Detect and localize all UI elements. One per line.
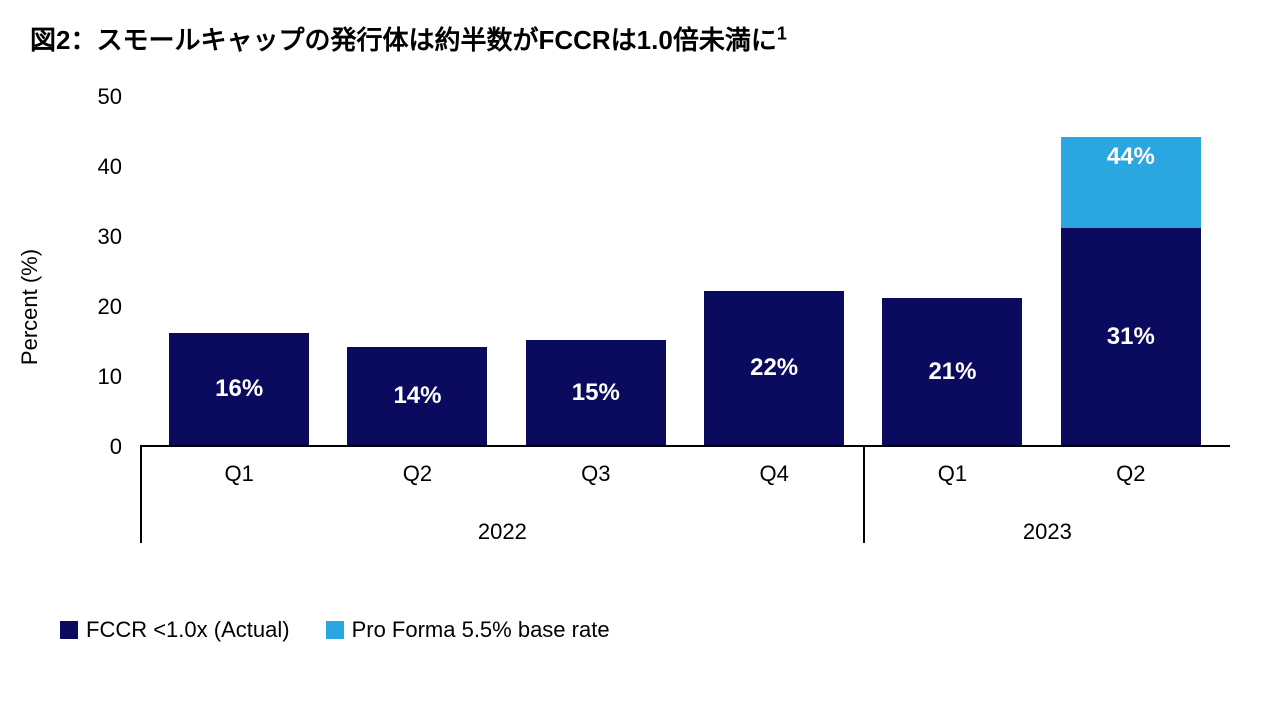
bar-total-label: 44% bbox=[1107, 143, 1155, 171]
legend-label: Pro Forma 5.5% base rate bbox=[352, 617, 610, 643]
y-tick: 0 bbox=[110, 434, 122, 460]
y-tick: 30 bbox=[98, 224, 122, 250]
y-tick: 50 bbox=[98, 84, 122, 110]
year-label: 2022 bbox=[478, 519, 527, 545]
title-superscript: 1 bbox=[777, 23, 787, 43]
bar-column: 31% 44% bbox=[1061, 137, 1201, 445]
title-text: 図2：スモールキャップの発行体は約半数がFCCRは1.0倍未満に bbox=[30, 25, 777, 55]
legend-swatch bbox=[326, 621, 344, 639]
x-axis-quarters: Q1 Q2 Q3 Q4 Q1 Q2 bbox=[140, 461, 1230, 487]
bar-value-label: 14% bbox=[393, 382, 441, 410]
y-tick: 20 bbox=[98, 294, 122, 320]
bar-column: 15% bbox=[526, 340, 666, 445]
y-tick: 40 bbox=[98, 154, 122, 180]
x-tick: Q1 bbox=[169, 461, 309, 487]
x-tick: Q2 bbox=[1061, 461, 1201, 487]
bar-value-label: 21% bbox=[928, 358, 976, 386]
bar-column: 16% bbox=[169, 333, 309, 445]
y-axis: 0 10 20 30 40 50 bbox=[80, 97, 130, 517]
legend: FCCR <1.0x (Actual) Pro Forma 5.5% base … bbox=[60, 617, 1250, 643]
bar-stack: 14% bbox=[347, 347, 487, 445]
chart-title: 図2：スモールキャップの発行体は約半数がFCCRは1.0倍未満に1 bbox=[30, 20, 1250, 57]
bar-segment: 14% bbox=[347, 347, 487, 445]
legend-item: FCCR <1.0x (Actual) bbox=[60, 617, 290, 643]
bar-segment: 16% bbox=[169, 333, 309, 445]
y-axis-label: Percent (%) bbox=[17, 249, 43, 365]
bars-container: 16% 14% 15% 22% 21% 31% 44% bbox=[140, 97, 1230, 445]
bar-value-label: 15% bbox=[572, 379, 620, 407]
x-tick: Q4 bbox=[704, 461, 844, 487]
bar-segment: 22% bbox=[704, 291, 844, 445]
bar-stack: 22% bbox=[704, 291, 844, 445]
bar-value-label: 31% bbox=[1107, 323, 1155, 351]
bar-value-label: 22% bbox=[750, 354, 798, 382]
bar-stack: 15% bbox=[526, 340, 666, 445]
bar-segment: 44% bbox=[1061, 137, 1201, 228]
legend-label: FCCR <1.0x (Actual) bbox=[86, 617, 290, 643]
legend-item: Pro Forma 5.5% base rate bbox=[326, 617, 610, 643]
bar-stack: 21% bbox=[882, 298, 1022, 445]
bar-segment: 21% bbox=[882, 298, 1022, 445]
bar-value-label: 16% bbox=[215, 375, 263, 403]
x-tick: Q3 bbox=[526, 461, 666, 487]
y-tick: 10 bbox=[98, 364, 122, 390]
bar-column: 22% bbox=[704, 291, 844, 445]
legend-swatch bbox=[60, 621, 78, 639]
bar-stack: 16% bbox=[169, 333, 309, 445]
year-label: 2023 bbox=[1023, 519, 1072, 545]
x-tick: Q1 bbox=[882, 461, 1022, 487]
bar-segment: 31% bbox=[1061, 228, 1201, 445]
plot-area: 16% 14% 15% 22% 21% 31% 44% bbox=[140, 97, 1230, 447]
chart: Percent (%) 0 10 20 30 40 50 16%14%15%22… bbox=[50, 97, 1230, 517]
bar-column: 14% bbox=[347, 347, 487, 445]
bar-column: 21% bbox=[882, 298, 1022, 445]
bar-stack: 31% 44% bbox=[1061, 137, 1201, 445]
x-tick: Q2 bbox=[347, 461, 487, 487]
x-axis-years: 2022 2023 bbox=[140, 519, 1230, 549]
bar-segment: 15% bbox=[526, 340, 666, 445]
